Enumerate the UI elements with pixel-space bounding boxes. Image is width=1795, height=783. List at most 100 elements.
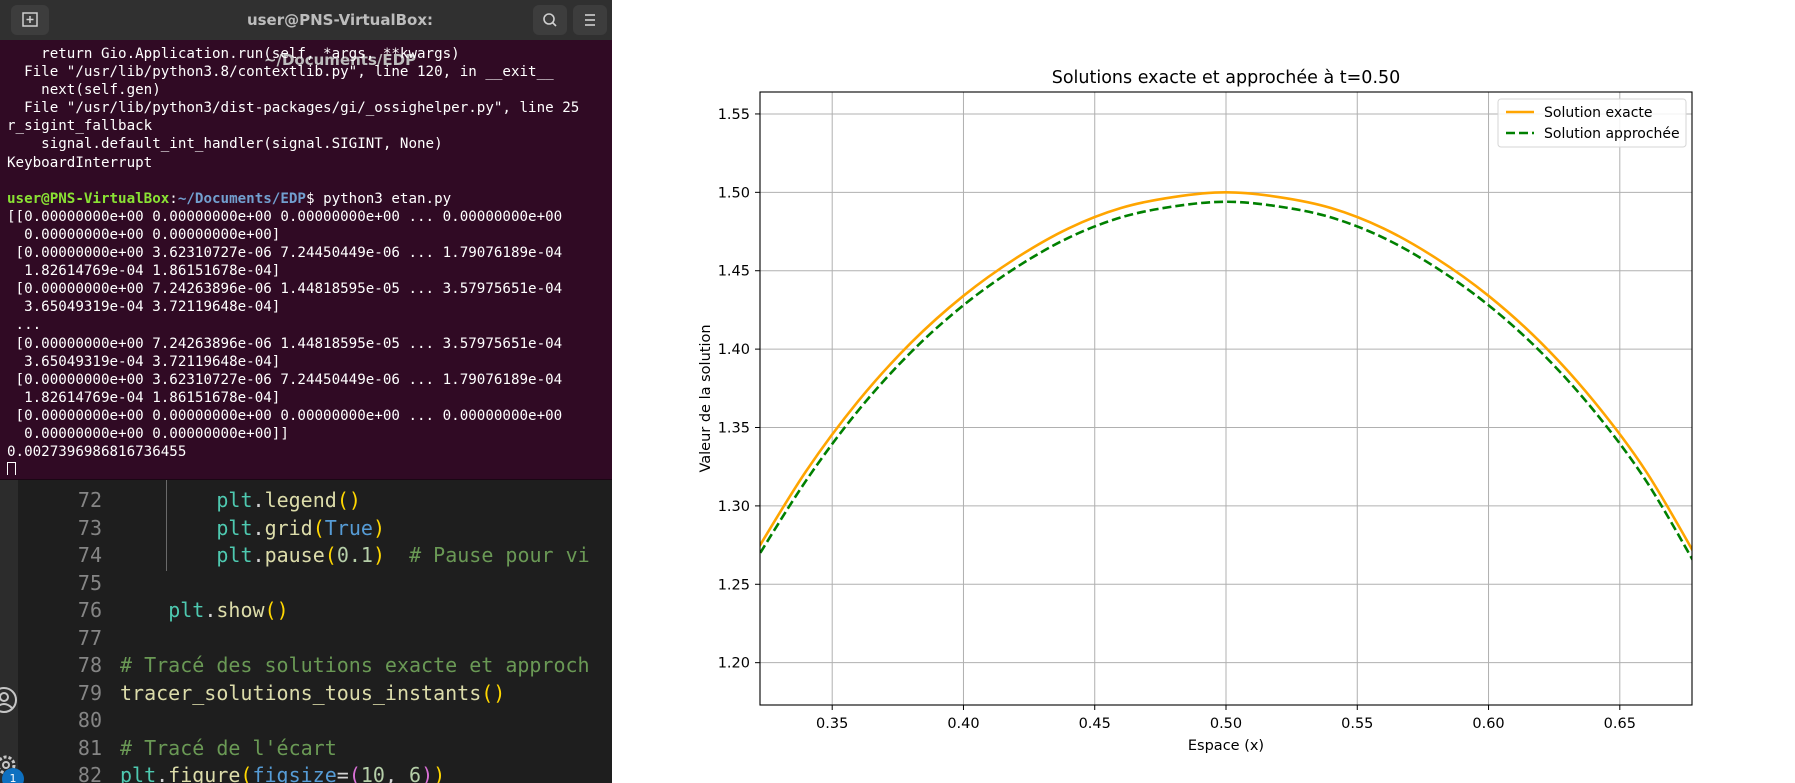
- terminal-window[interactable]: user@PNS-VirtualBox: ~/Documents/EDP ret…: [0, 0, 612, 480]
- code-line[interactable]: 74 plt.pause(0.1) # Pause pour vi: [18, 543, 612, 570]
- terminal-output-line: [0.00000000e+00 7.24263896e-06 1.4481859…: [7, 281, 563, 298]
- terminal-line: r_sigint_fallback: [7, 118, 153, 135]
- code-token: # Pause pour vi: [385, 543, 590, 567]
- search-button[interactable]: [533, 5, 567, 35]
- code-line[interactable]: 76 plt.show(): [18, 598, 612, 625]
- code-token: 10: [360, 763, 385, 783]
- code-token: (): [336, 488, 361, 512]
- code-token: (: [312, 515, 325, 540]
- line-number: 73: [77, 515, 102, 540]
- x-tick-label: 0.55: [1341, 716, 1373, 732]
- x-tick-label: 0.60: [1472, 716, 1504, 732]
- terminal-line: [7, 172, 612, 190]
- code-token: tracer_solutions_tous_instants: [120, 680, 482, 705]
- code-token: plt: [216, 488, 253, 512]
- line-number: 77: [77, 625, 102, 650]
- code-token: (: [348, 763, 361, 783]
- terminal-line: KeyboardInterrupt: [7, 154, 153, 171]
- code-token: 6: [409, 763, 422, 783]
- x-tick-label: 0.45: [1079, 716, 1111, 732]
- code-token: 0.1: [336, 543, 373, 567]
- terminal-output-line: [0.00000000e+00 0.00000000e+00 0.0000000…: [7, 407, 563, 424]
- code-token: ): [433, 763, 446, 783]
- code-line[interactable]: 75: [18, 571, 612, 598]
- code-line[interactable]: 73 plt.grid(True): [18, 516, 612, 543]
- terminal-output-line: 3.65049319e-04 3.72119648e-04]: [7, 299, 281, 316]
- code-line[interactable]: 80: [18, 708, 612, 735]
- code-token: plt: [216, 515, 253, 540]
- code-token: ): [421, 763, 434, 783]
- code-token: .: [204, 598, 217, 622]
- code-line[interactable]: 82 plt.figure(figsize=(10, 6)): [18, 763, 612, 783]
- y-tick-label: 1.25: [718, 577, 750, 593]
- code-token: ): [372, 543, 385, 567]
- code-token: legend: [264, 488, 337, 512]
- series-line-exacte: [760, 191, 1692, 552]
- line-number: 79: [77, 680, 102, 705]
- line-number: 82: [77, 763, 102, 783]
- hamburger-icon: [585, 14, 595, 26]
- terminal-cursor: [7, 462, 16, 475]
- code-token: .: [252, 488, 265, 512]
- code-token: (: [240, 763, 253, 783]
- code-token: True: [324, 515, 373, 540]
- terminal-output[interactable]: return Gio.Application.run(self, *args, …: [7, 45, 612, 475]
- terminal-prompt-line: user@PNS-VirtualBox:~/Documents/EDP$ pyt…: [7, 190, 612, 208]
- terminal-title: user@PNS-VirtualBox: ~/Documents/EDP: [246, 11, 434, 69]
- terminal-output-line: 0.00000000e+00 0.00000000e+00]: [7, 226, 281, 243]
- chart-title: Solutions exacte et approchée à t=0.50: [1052, 68, 1401, 88]
- terminal-output-line: [[0.00000000e+00 0.00000000e+00 0.000000…: [7, 208, 563, 225]
- new-tab-button[interactable]: [11, 5, 49, 35]
- code-token: ): [372, 515, 385, 540]
- code-line[interactable]: 77: [18, 626, 612, 653]
- line-number: 78: [77, 653, 102, 677]
- menu-button[interactable]: [573, 5, 607, 35]
- account-icon[interactable]: [0, 684, 18, 716]
- x-tick-label: 0.65: [1604, 716, 1636, 732]
- code-token: # Tracé de l'écart: [120, 735, 337, 760]
- y-tick-label: 1.45: [718, 264, 750, 280]
- terminal-cursor-line: [7, 461, 612, 475]
- code-token: (): [481, 680, 506, 705]
- terminal-output-line: [0.00000000e+00 7.24263896e-06 1.4481859…: [7, 335, 563, 352]
- terminal-line: next(self.gen): [7, 82, 161, 99]
- code-token: (: [324, 543, 337, 567]
- line-number: 74: [77, 543, 102, 567]
- code-line[interactable]: 79 tracer_solutions_tous_instants(): [18, 681, 612, 708]
- terminal-line: return Gio.Application.run(self, *args, …: [7, 46, 460, 62]
- terminal-line: signal.default_int_handler(signal.SIGINT…: [7, 136, 443, 153]
- search-icon: [543, 13, 557, 27]
- left-pane: 1 72 plt.legend() 73 plt.grid(True) 74 plt.pa…: [0, 0, 612, 783]
- terminal-output-line: [0.00000000e+00 3.62310727e-06 7.2445044…: [7, 245, 563, 262]
- code-editor[interactable]: 72 plt.legend() 73 plt.grid(True) 74 plt.paus…: [18, 480, 612, 783]
- code-line[interactable]: 72 plt.legend(): [18, 488, 612, 515]
- code-line[interactable]: 81 # Tracé de l'écart: [18, 736, 612, 763]
- line-number: 75: [77, 570, 102, 595]
- terminal-output-line: 1.82614769e-04 1.86151678e-04]: [7, 389, 281, 406]
- prompt-dollar: $: [305, 190, 324, 207]
- x-axis-label: Espace (x): [1188, 738, 1264, 754]
- code-token: .: [252, 515, 265, 540]
- legend-label: Solution approchée: [1544, 126, 1680, 142]
- line-number: 72: [77, 488, 102, 512]
- legend-box: [1497, 98, 1687, 148]
- notification-badge: 1: [2, 768, 24, 783]
- new-tab-icon: [22, 12, 38, 27]
- legend-label: Solution exacte: [1544, 105, 1653, 121]
- code-token: .: [252, 543, 265, 567]
- code-token: plt: [120, 763, 157, 783]
- code-token: plt: [216, 543, 253, 567]
- y-tick-label: 1.50: [718, 185, 750, 201]
- code-token: .: [156, 763, 169, 783]
- y-tick-label: 1.20: [718, 656, 750, 672]
- x-tick-label: 0.50: [1210, 716, 1242, 732]
- code-token: pause: [264, 543, 325, 567]
- prompt-command: python3 etan.py: [323, 190, 452, 207]
- code-token: =: [336, 763, 349, 783]
- code-token: figure: [168, 763, 241, 783]
- code-line[interactable]: 78 # Tracé des solutions exacte et approc…: [18, 653, 612, 680]
- indent-guide: [166, 480, 168, 571]
- line-chart: 0.35 0.40 0.45 0.50 0.55 0.60 0.65 1.20 1.25 1.30…: [698, 68, 1693, 754]
- line-number: 81: [77, 735, 102, 760]
- terminal-output-line: 0.0027396986816736455: [7, 444, 187, 461]
